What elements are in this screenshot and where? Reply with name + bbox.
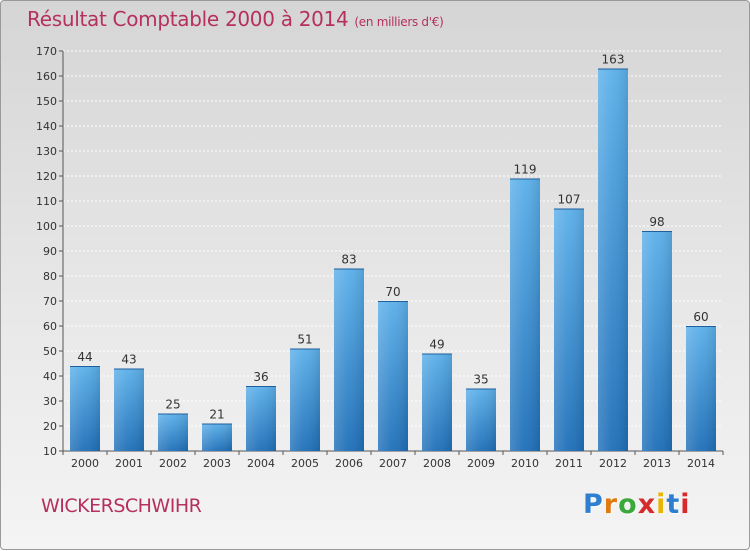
logo-letter: r [603, 489, 619, 520]
y-tick-label: 100 [36, 220, 57, 233]
bar-shine [686, 326, 716, 451]
y-tick-label: 50 [43, 345, 57, 358]
bar-shine [378, 301, 408, 451]
bar-value-label: 98 [649, 215, 664, 229]
bar-value-label: 107 [558, 193, 581, 207]
y-tick-label: 40 [43, 370, 57, 383]
x-tick-label: 2004 [247, 457, 275, 470]
bar-shine [598, 68, 628, 451]
bar-shine [246, 386, 276, 451]
x-tick-label: 2006 [335, 457, 363, 470]
logo-letter: o [618, 489, 638, 520]
x-tick-label: 2001 [115, 457, 143, 470]
y-tick-label: 60 [43, 320, 57, 333]
chart-subtitle: (en milliers d'€) [354, 15, 444, 29]
bar-shine [466, 388, 496, 451]
bar-shine [202, 423, 232, 451]
bar-value-label: 43 [121, 353, 136, 367]
bar-shine [554, 208, 584, 451]
x-tick-label: 2008 [423, 457, 451, 470]
y-tick-label: 160 [36, 70, 57, 83]
bar-value-label: 21 [209, 408, 224, 422]
bar-shine [114, 368, 144, 451]
bars [70, 68, 716, 451]
y-tick-label: 150 [36, 95, 57, 108]
y-tick-label: 30 [43, 395, 57, 408]
bar-value-label: 36 [253, 370, 268, 384]
labels: 10 20 30 40 50 60 70 80 90 100 110 120 130 140 150 160 1… [36, 45, 715, 470]
logo-letter: P [583, 489, 604, 520]
bar-shine [70, 366, 100, 451]
bar-value-label: 44 [77, 350, 92, 364]
y-tick-label: 110 [36, 195, 57, 208]
logo-letter: i [680, 489, 691, 520]
y-tick-label: 70 [43, 295, 57, 308]
x-tick-label: 2000 [71, 457, 99, 470]
y-tick-label: 20 [43, 420, 57, 433]
logo-letter: x [637, 489, 657, 520]
y-tick-label: 130 [36, 145, 57, 158]
bar-shine [290, 348, 320, 451]
x-tick-label: 2013 [643, 457, 671, 470]
x-tick-label: 2012 [599, 457, 627, 470]
bar-value-label: 25 [165, 398, 180, 412]
y-tick-label: 140 [36, 120, 57, 133]
x-tick-label: 2005 [291, 457, 319, 470]
x-tick-label: 2009 [467, 457, 495, 470]
bar-value-label: 60 [693, 310, 708, 324]
location-name: WICKERSCHWIHR [41, 495, 202, 517]
bar-shine [510, 178, 540, 451]
logo-letter: i [656, 489, 667, 520]
y-tick-label: 80 [43, 270, 57, 283]
bar-shine [334, 268, 364, 451]
bar-shine [158, 413, 188, 451]
bar-shine [422, 353, 452, 451]
bar-value-label: 51 [297, 333, 312, 347]
bar-value-label: 83 [341, 253, 356, 267]
bar-value-label: 119 [514, 163, 537, 177]
bar-value-label: 163 [602, 53, 625, 67]
title-text: Résultat Comptable 2000 à 2014 [27, 7, 349, 31]
y-tick-label: 170 [36, 45, 57, 58]
logo-letter: t [666, 489, 681, 520]
x-tick-label: 2003 [203, 457, 231, 470]
bar-value-label: 49 [429, 338, 444, 352]
y-tick-label: 120 [36, 170, 57, 183]
x-tick-label: 2002 [159, 457, 187, 470]
proxiti-logo: Proxiti [583, 489, 691, 520]
x-tick-label: 2011 [555, 457, 583, 470]
bar-shine [642, 231, 672, 451]
x-tick-label: 2007 [379, 457, 407, 470]
bar-value-label: 35 [473, 373, 488, 387]
x-tick-label: 2010 [511, 457, 539, 470]
x-tick-label: 2014 [687, 457, 715, 470]
y-tick-label: 10 [43, 445, 57, 458]
y-tick-label: 90 [43, 245, 57, 258]
chart-title: Résultat Comptable 2000 à 2014 (en millie… [27, 7, 444, 31]
bar-value-label: 70 [385, 285, 400, 299]
